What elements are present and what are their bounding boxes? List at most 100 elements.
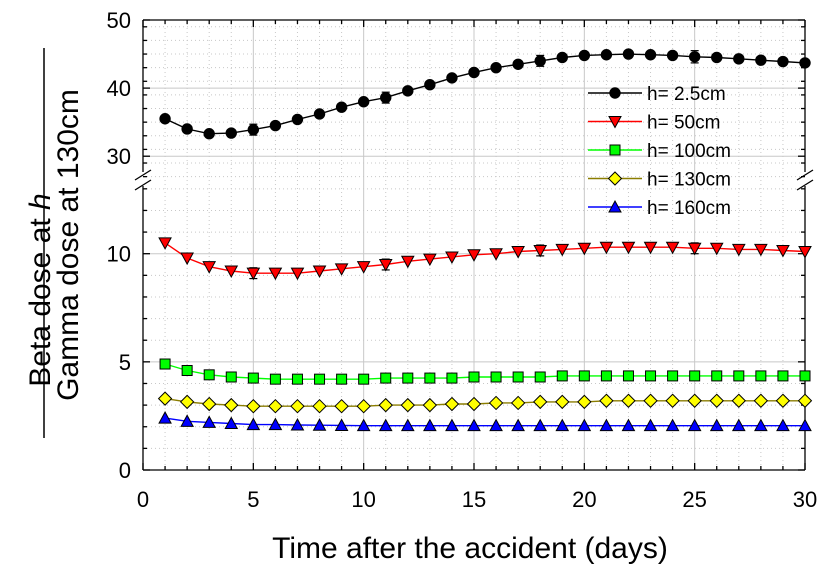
data-point (181, 365, 193, 377)
data-point (577, 242, 592, 256)
data-point (246, 267, 261, 281)
data-point (667, 370, 679, 382)
data-point (466, 396, 482, 412)
data-point (511, 418, 525, 432)
data-point (687, 418, 702, 432)
data-point (775, 393, 791, 408)
data-point (378, 397, 393, 413)
x-tick-label: 30 (793, 487, 817, 512)
legend-marker (609, 87, 621, 99)
svg-text:Gamma dose at 130cm: Gamma dose at 130cm (52, 89, 85, 401)
svg-text:Beta dose at h: Beta dose at h (24, 193, 57, 386)
data-point (159, 113, 171, 125)
y-tick-label: 10 (107, 242, 131, 267)
data-point (424, 78, 436, 91)
data-point (490, 371, 502, 383)
data-point (400, 397, 416, 413)
legend-label: h= 2.5cm (647, 84, 726, 105)
data-point (490, 61, 502, 74)
x-axis-label: Time after the accident (days) (272, 532, 668, 565)
data-point (378, 418, 393, 432)
data-point (269, 119, 282, 132)
data-point (753, 393, 769, 408)
data-point (799, 370, 811, 382)
data-point (556, 370, 568, 382)
data-point (711, 370, 723, 382)
legend-label: h= 100cm (647, 141, 731, 162)
data-point (224, 265, 239, 279)
data-point (402, 372, 414, 384)
data-point (380, 372, 392, 384)
data-point (534, 55, 546, 67)
data-point (313, 108, 326, 120)
data-point (643, 241, 658, 255)
data-point (665, 241, 680, 255)
x-tick-label: 5 (247, 487, 259, 512)
data-point (512, 371, 524, 383)
data-point (356, 261, 371, 274)
data-point (600, 370, 612, 382)
data-point (621, 418, 636, 432)
legend-label: h= 50cm (647, 113, 720, 134)
data-point (268, 398, 283, 414)
data-point (645, 370, 657, 382)
series-line (164, 363, 805, 380)
series-layer (157, 48, 813, 432)
data-point (247, 372, 259, 384)
data-point (755, 370, 767, 382)
data-point (512, 58, 524, 70)
data-point (268, 417, 283, 431)
data-point (777, 370, 789, 382)
data-point (555, 394, 570, 410)
data-point (358, 373, 370, 385)
data-point (181, 123, 193, 135)
data-point (555, 418, 570, 432)
x-tick-label: 10 (351, 487, 375, 512)
series-2 (159, 358, 811, 385)
data-point (180, 414, 194, 427)
axis-break-mark (134, 179, 152, 191)
data-point (312, 265, 327, 279)
data-point (532, 394, 548, 410)
data-point (334, 263, 349, 276)
y-tick-label: 40 (107, 76, 131, 101)
data-point (268, 267, 283, 281)
data-point (467, 249, 481, 262)
data-point (290, 398, 305, 414)
data-point (356, 418, 371, 432)
data-point (776, 244, 790, 258)
data-point (312, 418, 327, 431)
data-point (291, 373, 303, 385)
data-point (202, 415, 217, 428)
data-point (510, 395, 526, 411)
data-point (224, 397, 239, 413)
x-tick-label: 25 (682, 487, 706, 512)
x-tick-label: 0 (137, 487, 149, 512)
data-point (334, 398, 349, 414)
data-point (534, 371, 546, 383)
data-point (203, 369, 215, 381)
data-point (246, 398, 261, 414)
data-point (424, 372, 436, 384)
data-point (489, 248, 503, 261)
data-point (314, 373, 326, 385)
data-point (446, 372, 458, 384)
data-point (731, 418, 746, 432)
series-4 (158, 411, 812, 432)
data-point (600, 49, 613, 61)
legend-marker (608, 116, 622, 129)
y-tick-label: 5 (119, 350, 131, 375)
data-point (290, 417, 305, 431)
data-point (777, 55, 789, 68)
data-point (599, 241, 614, 255)
data-point (423, 253, 437, 267)
data-point (446, 72, 458, 84)
data-point (688, 51, 701, 63)
legend-label: h= 130cm (647, 170, 731, 191)
data-point (378, 259, 393, 272)
data-point (733, 370, 745, 382)
series-line (164, 242, 806, 274)
axis-break-mark (796, 169, 814, 181)
